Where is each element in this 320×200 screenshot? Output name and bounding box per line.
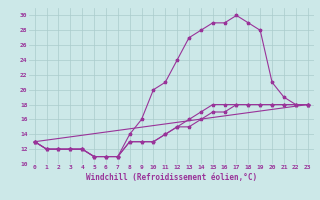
X-axis label: Windchill (Refroidissement éolien,°C): Windchill (Refroidissement éolien,°C) xyxy=(86,173,257,182)
